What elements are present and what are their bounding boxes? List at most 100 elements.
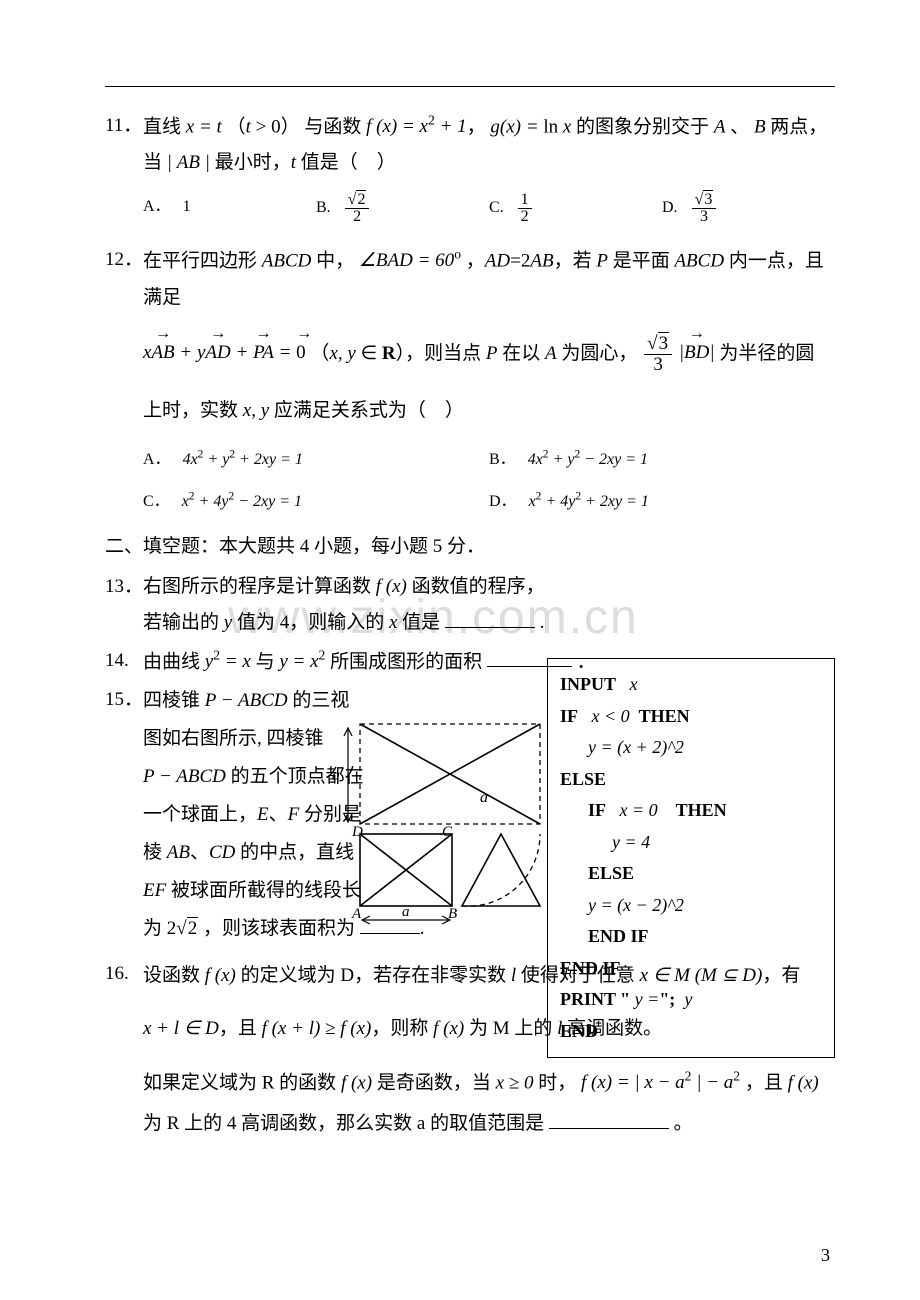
cond: x = 0 <box>620 800 658 820</box>
frac: 33 <box>644 334 672 375</box>
t: 一个球面上，E、F 分别是 <box>143 804 361 825</box>
kw: PRINT " <box>560 989 630 1009</box>
t: （x, y ∈ R），则当点 P 在以 A 为圆心， <box>310 342 637 363</box>
t: 四棱锥 P − ABCD 的三视 <box>143 690 349 711</box>
vec-eq: x→AB + y→AD + →PA = →0 <box>143 342 310 363</box>
dash-arc <box>462 834 540 906</box>
q11-options: A． 1 B. 22 C. 12 D. 33 <box>143 192 835 227</box>
t: . <box>540 612 545 633</box>
q15-number: 15． <box>105 682 143 718</box>
diagram-svg: a a D C A B a <box>330 716 550 926</box>
kw: ELSE <box>588 863 634 883</box>
code-line: y = (x + 2)^2 <box>560 732 820 764</box>
val: 4x2 + y2 + 2xy = 1 <box>183 451 303 468</box>
blank <box>549 1109 669 1129</box>
q13: 13． 右图所示的程序是计算函数 f (x) 函数值的程序， 若输出的 y 值为… <box>105 569 835 641</box>
v: y <box>684 989 692 1009</box>
t: 的图象分别交于 <box>576 116 714 137</box>
page-number: 3 <box>821 1245 830 1266</box>
kw: IF <box>588 800 606 820</box>
t: 棱 AB、CD 的中点，直线 <box>143 842 354 863</box>
pseudocode-box: INPUT x IF x < 0 THEN y = (x + 2)^2 ELSE… <box>547 658 835 1058</box>
t: 上时，实数 x, y 应满足关系式为（ ） <box>143 400 464 421</box>
label: A． <box>143 451 171 468</box>
val: 4x2 + y2 − 2xy = 1 <box>528 451 648 468</box>
val: x2 + 4y2 + 2xy = 1 <box>529 493 649 510</box>
t: 。 <box>674 1113 693 1134</box>
section-2-header: 二、填空题：本大题共 4 小题，每小题 5 分． <box>105 529 835 565</box>
kw: THEN <box>639 706 690 726</box>
label-a: a <box>402 904 410 920</box>
t: 图如右图所示, 四棱锥 <box>143 728 324 749</box>
q12-opt-a: A． 4x2 + y2 + 2xy = 1 <box>143 445 489 469</box>
frac: 12 <box>518 192 532 227</box>
eq: |→BD| <box>679 342 715 363</box>
q12-opt-d: D． x2 + 4y2 + 2xy = 1 <box>489 487 835 511</box>
eq: g(x) = ln x <box>490 116 571 137</box>
q11-opt-d: D. 33 <box>662 192 835 227</box>
q11-opt-c: C. 12 <box>489 192 662 227</box>
code-line: END <box>560 1016 820 1048</box>
t: ，且 f (x) <box>745 1072 819 1093</box>
q12-opt-c: C． x2 + 4y2 − 2xy = 1 <box>143 487 489 511</box>
code-line: IF x < 0 THEN <box>560 701 820 733</box>
q12-body: 在平行四边形 ABCD 中， ∠BAD = 60o ，AD=2AB，若 P 是平… <box>143 242 835 428</box>
t: （t > 0） <box>227 116 300 137</box>
kw: ELSE <box>560 769 606 789</box>
three-view-diagram: a a D C A B a <box>330 716 550 926</box>
kw: END IF <box>588 926 649 946</box>
t: B <box>754 116 766 137</box>
val: 1 <box>183 198 191 215</box>
eq: y2 = x <box>205 651 251 672</box>
label-a: a <box>332 767 340 784</box>
kw: IF <box>560 706 578 726</box>
code-line: PRINT " y ="; y <box>560 984 820 1016</box>
eq: y = x2 <box>279 651 325 672</box>
t: 如果定义域为 R 的函数 f (x) 是奇函数，当 x ≥ 0 时， <box>143 1072 576 1093</box>
code-line: ELSE <box>560 858 820 890</box>
frac: 33 <box>692 192 717 227</box>
q13-number: 13． <box>105 569 143 605</box>
label: B． <box>489 451 516 468</box>
blank <box>445 608 535 628</box>
t: 直线 <box>143 116 186 137</box>
t: 为 22 ，则该球表面积为 <box>143 918 355 939</box>
q11: 11． 直线 x = t （t > 0） 与函数 f (x) = x2 + 1，… <box>105 108 835 182</box>
t: 右图所示的程序是计算函数 f (x) 函数值的程序， <box>143 576 545 597</box>
code-line: y = (x − 2)^2 <box>560 890 820 922</box>
eq: f (x) = x2 + 1 <box>366 116 467 137</box>
q13-body: 右图所示的程序是计算函数 f (x) 函数值的程序， 若输出的 y 值为 4，则… <box>143 569 835 641</box>
t: 、 <box>730 116 749 137</box>
eq: f (x) = | x − a2 | − a2 <box>581 1072 740 1093</box>
q12-options: A． 4x2 + y2 + 2xy = 1 B． 4x2 + y2 − 2xy … <box>143 445 835 511</box>
eq: x = t <box>186 116 222 137</box>
kw: THEN <box>676 800 727 820</box>
label: D. <box>662 199 678 216</box>
kw: INPUT <box>560 674 616 694</box>
t: A <box>714 116 726 137</box>
t: 在平行四边形 ABCD 中， <box>143 250 354 271</box>
t: 与函数 <box>304 116 366 137</box>
code-line: INPUT x <box>560 669 820 701</box>
label: D． <box>489 493 517 510</box>
triangle <box>462 834 540 906</box>
label-a: a <box>480 789 488 806</box>
kw: END IF <box>560 958 621 978</box>
q11-number: 11． <box>105 108 143 144</box>
code-line: y = 4 <box>560 827 820 859</box>
q12: 12． 在平行四边形 ABCD 中， ∠BAD = 60o ，AD=2AB，若 … <box>105 242 835 428</box>
stmt: y = (x + 2)^2 <box>588 737 684 757</box>
q12-opt-b: B． 4x2 + y2 − 2xy = 1 <box>489 445 835 469</box>
kw: END <box>560 1021 598 1041</box>
stmt: y = 4 <box>612 832 650 852</box>
header-rule <box>105 86 835 87</box>
v: y = <box>635 989 660 1009</box>
v: x <box>630 674 638 694</box>
eq: ∠BAD = 60o <box>359 250 461 271</box>
label: B. <box>316 199 331 216</box>
q12-number: 12． <box>105 242 143 278</box>
label-A: A <box>351 906 362 922</box>
q11-opt-b: B. 22 <box>316 192 489 227</box>
val: x2 + 4y2 − 2xy = 1 <box>182 493 302 510</box>
q16-number: 16. <box>105 956 143 992</box>
